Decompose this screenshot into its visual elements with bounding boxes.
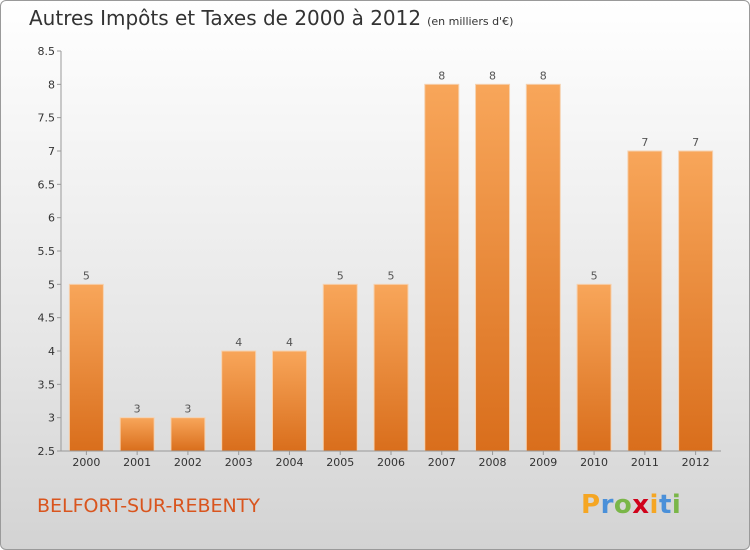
bar-2002 — [170, 417, 206, 452]
data-label-2001: 3 — [134, 403, 141, 416]
y-tick-label: 6.5 — [38, 178, 56, 191]
data-label-2003: 4 — [235, 336, 242, 349]
data-label-2012: 7 — [692, 136, 699, 149]
bar-2005 — [322, 283, 358, 452]
x-tick-label-2004: 2004 — [275, 456, 303, 469]
y-tick-label: 5.5 — [38, 245, 56, 258]
bar-2010 — [576, 283, 612, 452]
logo-letter: i — [671, 490, 682, 520]
y-tick-label: 4.5 — [38, 312, 56, 325]
x-tick-label-2002: 2002 — [174, 456, 202, 469]
logo-letter: o — [613, 490, 633, 520]
y-tick-label: 3.5 — [38, 378, 56, 391]
bar-2004 — [271, 350, 307, 452]
data-label-2010: 5 — [591, 269, 598, 282]
y-tick-label: 3 — [48, 412, 55, 425]
logo-letter: x — [632, 490, 650, 520]
bar-2001 — [119, 417, 155, 452]
logo-letter: P — [581, 490, 601, 520]
bar-2011 — [627, 150, 663, 452]
y-tick-label: 8.5 — [38, 45, 56, 58]
city-name: BELFORT-SUR-REBENTY — [37, 495, 260, 517]
logo-letter: r — [600, 490, 614, 520]
y-tick-label: 7 — [48, 145, 55, 158]
data-label-2008: 8 — [489, 69, 496, 82]
data-label-2006: 5 — [388, 269, 395, 282]
logo-letter: t — [658, 490, 672, 520]
x-tick-label-2006: 2006 — [377, 456, 405, 469]
y-tick-label: 6 — [48, 212, 55, 225]
data-label-2011: 7 — [641, 136, 648, 149]
bar-2006 — [373, 283, 409, 452]
x-tick-label-2011: 2011 — [631, 456, 659, 469]
x-tick-label-2000: 2000 — [72, 456, 100, 469]
data-label-2002: 3 — [184, 403, 191, 416]
x-tick-label-2009: 2009 — [529, 456, 557, 469]
bar-2008 — [475, 83, 511, 452]
title-unit: (en milliers d'€) — [427, 15, 514, 28]
title-main: Autres Impôts et Taxes de 2000 à 2012 — [29, 6, 422, 30]
bar-2007 — [424, 83, 460, 452]
bar-2009 — [525, 83, 561, 452]
x-tick-label-2012: 2012 — [682, 456, 710, 469]
y-tick-label: 2.5 — [38, 445, 56, 458]
bar-2000 — [68, 283, 104, 452]
x-tick-label-2010: 2010 — [580, 456, 608, 469]
chart-title: Autres Impôts et Taxes de 2000 à 2012 (en… — [29, 6, 513, 30]
data-label-2009: 8 — [540, 69, 547, 82]
y-tick-label: 5 — [48, 278, 55, 291]
x-tick-label-2008: 2008 — [479, 456, 507, 469]
x-tick-label-2005: 2005 — [326, 456, 354, 469]
bar-2012 — [678, 150, 714, 452]
y-tick-label: 7.5 — [38, 112, 56, 125]
x-tick-label-2001: 2001 — [123, 456, 151, 469]
x-tick-label-2007: 2007 — [428, 456, 456, 469]
bar-2003 — [221, 350, 257, 452]
y-tick-label: 8 — [48, 78, 55, 91]
proxiti-logo: Proxiti — [581, 490, 681, 520]
data-label-2005: 5 — [337, 269, 344, 282]
logo-letter: i — [649, 490, 659, 520]
y-tick-label: 4 — [48, 345, 55, 358]
data-label-2007: 8 — [438, 69, 445, 82]
x-tick-label-2003: 2003 — [225, 456, 253, 469]
data-label-2000: 5 — [83, 269, 90, 282]
data-label-2004: 4 — [286, 336, 293, 349]
